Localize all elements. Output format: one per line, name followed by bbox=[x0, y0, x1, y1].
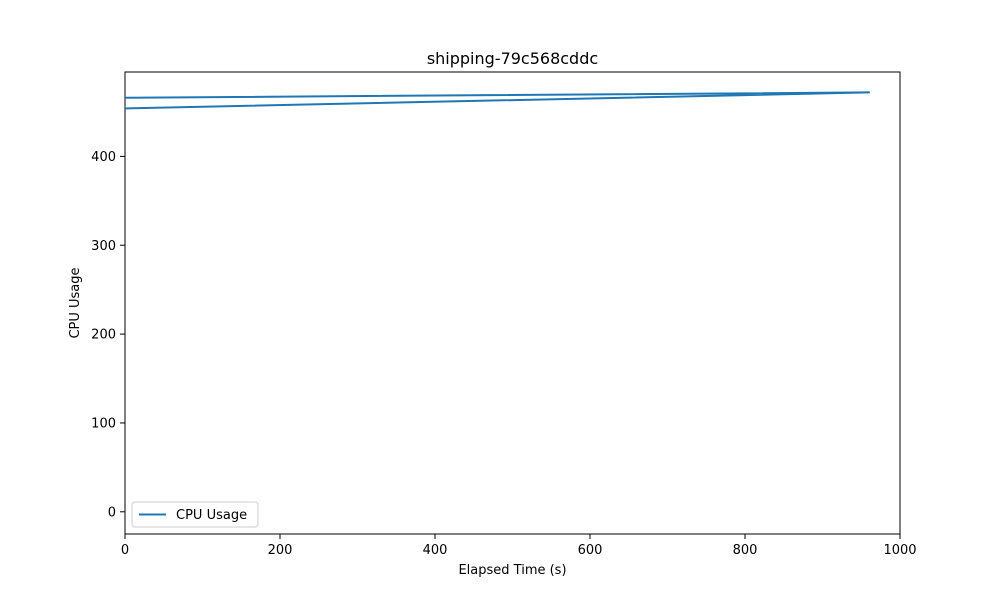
chart-title: shipping-79c568cddc bbox=[427, 49, 598, 68]
y-tick-label: 300 bbox=[91, 239, 116, 254]
x-axis-ticks: 0 200 400 600 800 1000 bbox=[121, 534, 917, 558]
plot-area bbox=[124, 71, 901, 535]
y-tick-label: 100 bbox=[91, 416, 116, 431]
legend: CPU Usage bbox=[131, 501, 259, 528]
legend-label-cpu-usage: CPU Usage bbox=[176, 508, 247, 523]
x-tick-label: 0 bbox=[121, 543, 129, 558]
x-tick-label: 600 bbox=[578, 543, 603, 558]
x-tick-label: 800 bbox=[733, 543, 758, 558]
series-line-cpu-usage bbox=[124, 91, 870, 110]
y-axis-ticks: 0 100 200 300 400 bbox=[91, 150, 125, 520]
x-tick-label: 1000 bbox=[883, 543, 916, 558]
y-axis-label: CPU Usage bbox=[68, 267, 83, 338]
x-axis-label: Elapsed Time (s) bbox=[458, 563, 566, 578]
plot-frame bbox=[124, 71, 901, 535]
y-tick-label: 200 bbox=[91, 328, 116, 343]
y-tick-label: 0 bbox=[108, 505, 116, 520]
y-tick-label: 400 bbox=[91, 150, 116, 165]
x-tick-label: 400 bbox=[423, 543, 448, 558]
legend-box bbox=[131, 501, 259, 528]
x-tick-label: 200 bbox=[268, 543, 293, 558]
